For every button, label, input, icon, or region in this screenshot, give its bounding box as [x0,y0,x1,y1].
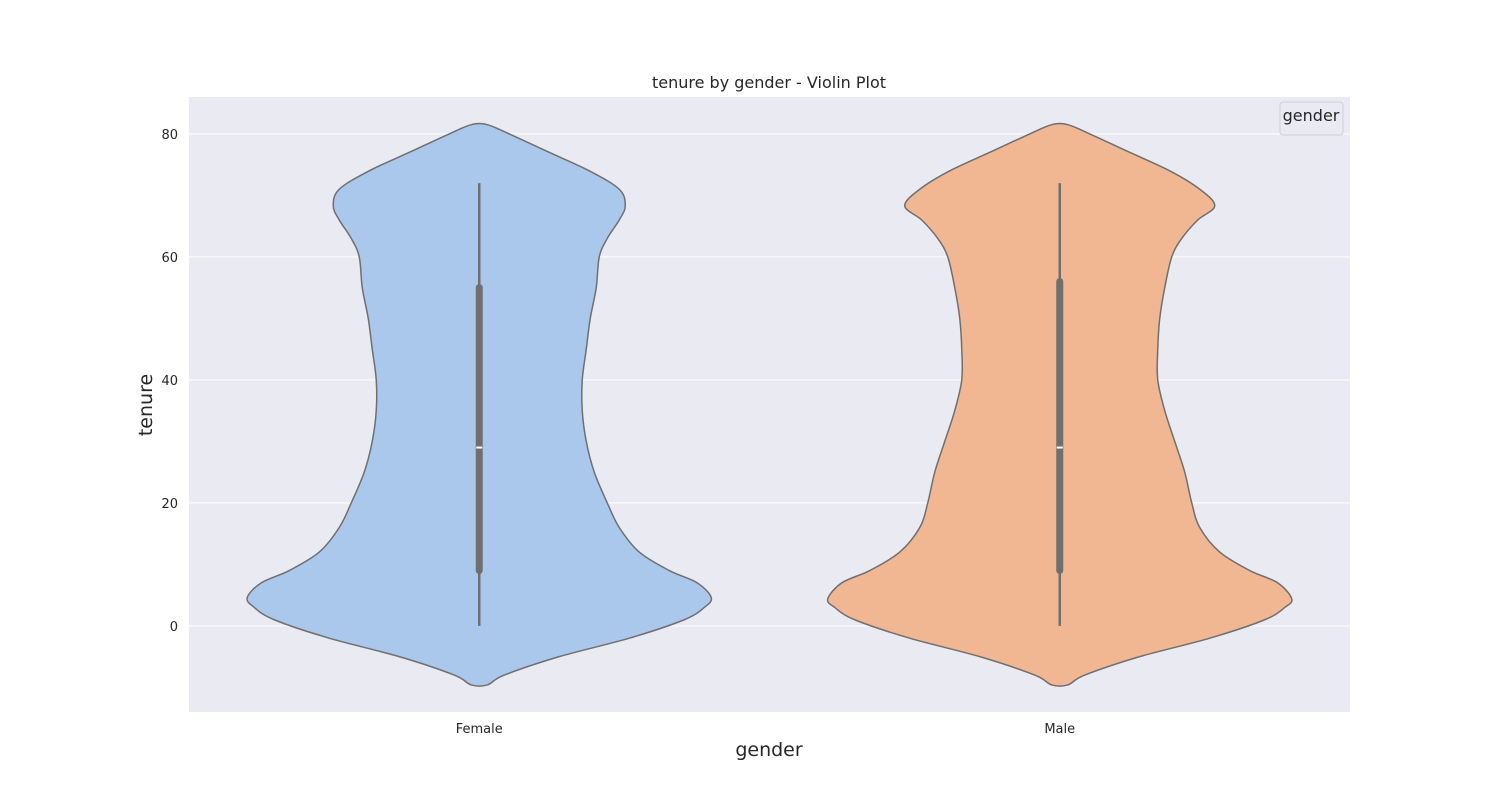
legend: gender [1279,101,1344,136]
legend-box [1279,101,1344,136]
y-tick-label: 20 [161,497,178,512]
y-tick-label: 60 [161,251,178,266]
x-tick-label: Male [1044,722,1075,737]
tick-labels: 0 20 40 60 80 Female Male [161,128,1075,737]
legend-title: gender [1283,106,1340,125]
y-tick-label: 40 [161,374,178,389]
y-axis-title: tenure [135,374,157,436]
chart-title: tenure by gender - Violin Plot [652,73,886,92]
x-tick-label: Female [456,722,503,737]
violins [246,122,1293,687]
y-tick-label: 0 [170,620,178,635]
y-tick-label: 80 [161,128,178,143]
x-axis-title: gender [735,739,803,761]
